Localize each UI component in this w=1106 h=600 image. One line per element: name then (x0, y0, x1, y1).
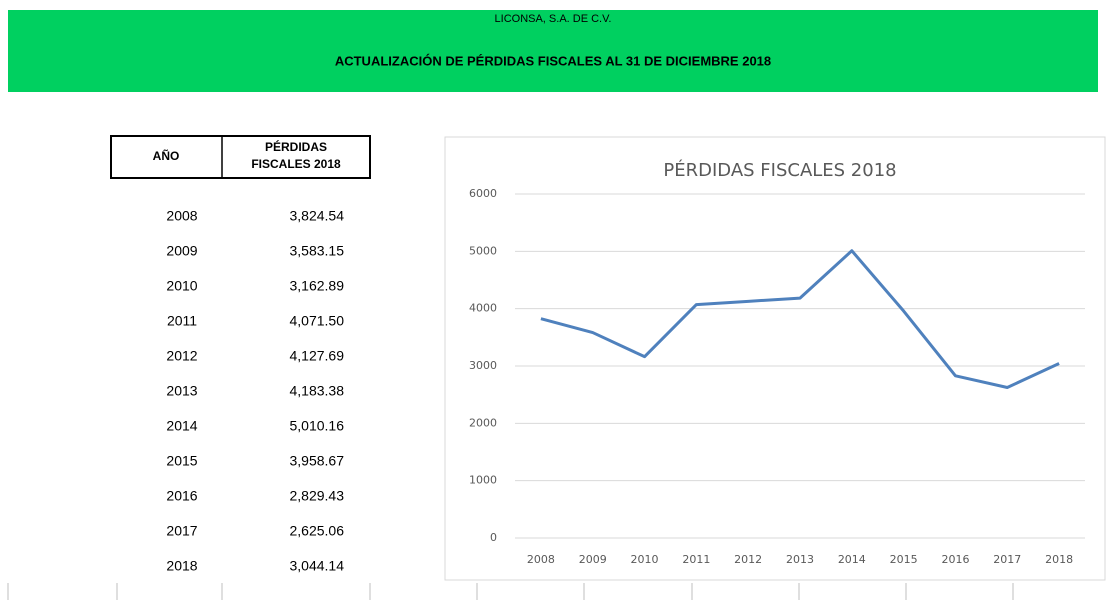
x-tick-label: 2009 (579, 553, 607, 566)
line-series (540, 249, 1060, 389)
x-tick-label: 2014 (838, 553, 866, 566)
year-cell: 2017 (166, 523, 197, 539)
value-cell: 3,583.15 (290, 243, 345, 259)
value-cell: 3,824.54 (290, 208, 345, 224)
x-tick-label: 2012 (734, 553, 762, 566)
value-cell: 4,183.38 (290, 383, 345, 399)
y-tick-label: 1000 (469, 474, 497, 487)
year-cell: 2012 (166, 348, 197, 364)
x-tick-label: 2015 (890, 553, 918, 566)
value-cell: 3,162.89 (290, 278, 345, 294)
y-tick-label: 6000 (469, 187, 497, 200)
x-tick-label: 2017 (993, 553, 1021, 566)
value-cell: 2,625.06 (290, 523, 345, 539)
value-cell: 3,044.14 (290, 558, 345, 574)
x-tick-label: 2016 (941, 553, 969, 566)
x-tick-label: 2013 (786, 553, 814, 566)
x-tick-label: 2008 (527, 553, 555, 566)
y-tick-label: 3000 (469, 359, 497, 372)
year-cell: 2009 (166, 243, 197, 259)
year-cell: 2010 (166, 278, 197, 294)
year-cell: 2013 (166, 383, 197, 399)
year-cell: 2016 (166, 488, 197, 504)
table-header-box (110, 135, 371, 179)
value-cell: 5,010.16 (290, 418, 345, 434)
chart-title: PÉRDIDAS FISCALES 2018 (663, 159, 896, 181)
report-title: ACTUALIZACIÓN DE PÉRDIDAS FISCALES AL 31… (335, 53, 771, 68)
value-cell: 4,127.69 (290, 348, 345, 364)
y-tick-label: 4000 (469, 302, 497, 315)
sheet-lines (7, 583, 1014, 600)
header-band (8, 10, 1098, 92)
year-cell: 2018 (166, 558, 197, 574)
chart-frame (444, 136, 1106, 581)
y-tick-label: 5000 (469, 244, 497, 257)
y-tick-label: 2000 (469, 416, 497, 429)
year-cell: 2008 (166, 208, 197, 224)
value-cell: 4,071.50 (290, 313, 345, 329)
company: LICONSA, S.A. DE C.V. (495, 13, 612, 25)
value-cell: 2,829.43 (290, 488, 345, 504)
y-tick-label: 0 (490, 531, 497, 544)
x-tick-label: 2010 (631, 553, 659, 566)
year-cell: 2015 (166, 453, 197, 469)
value-cell: 3,958.67 (290, 453, 345, 469)
year-cell: 2011 (167, 313, 197, 329)
year-cell: 2014 (166, 418, 197, 434)
x-tick-label: 2018 (1045, 553, 1073, 566)
column-header: PÉRDIDAS FISCALES 2018 (251, 139, 341, 171)
x-tick-label: 2011 (682, 553, 710, 566)
column-header: AÑO (153, 148, 180, 163)
